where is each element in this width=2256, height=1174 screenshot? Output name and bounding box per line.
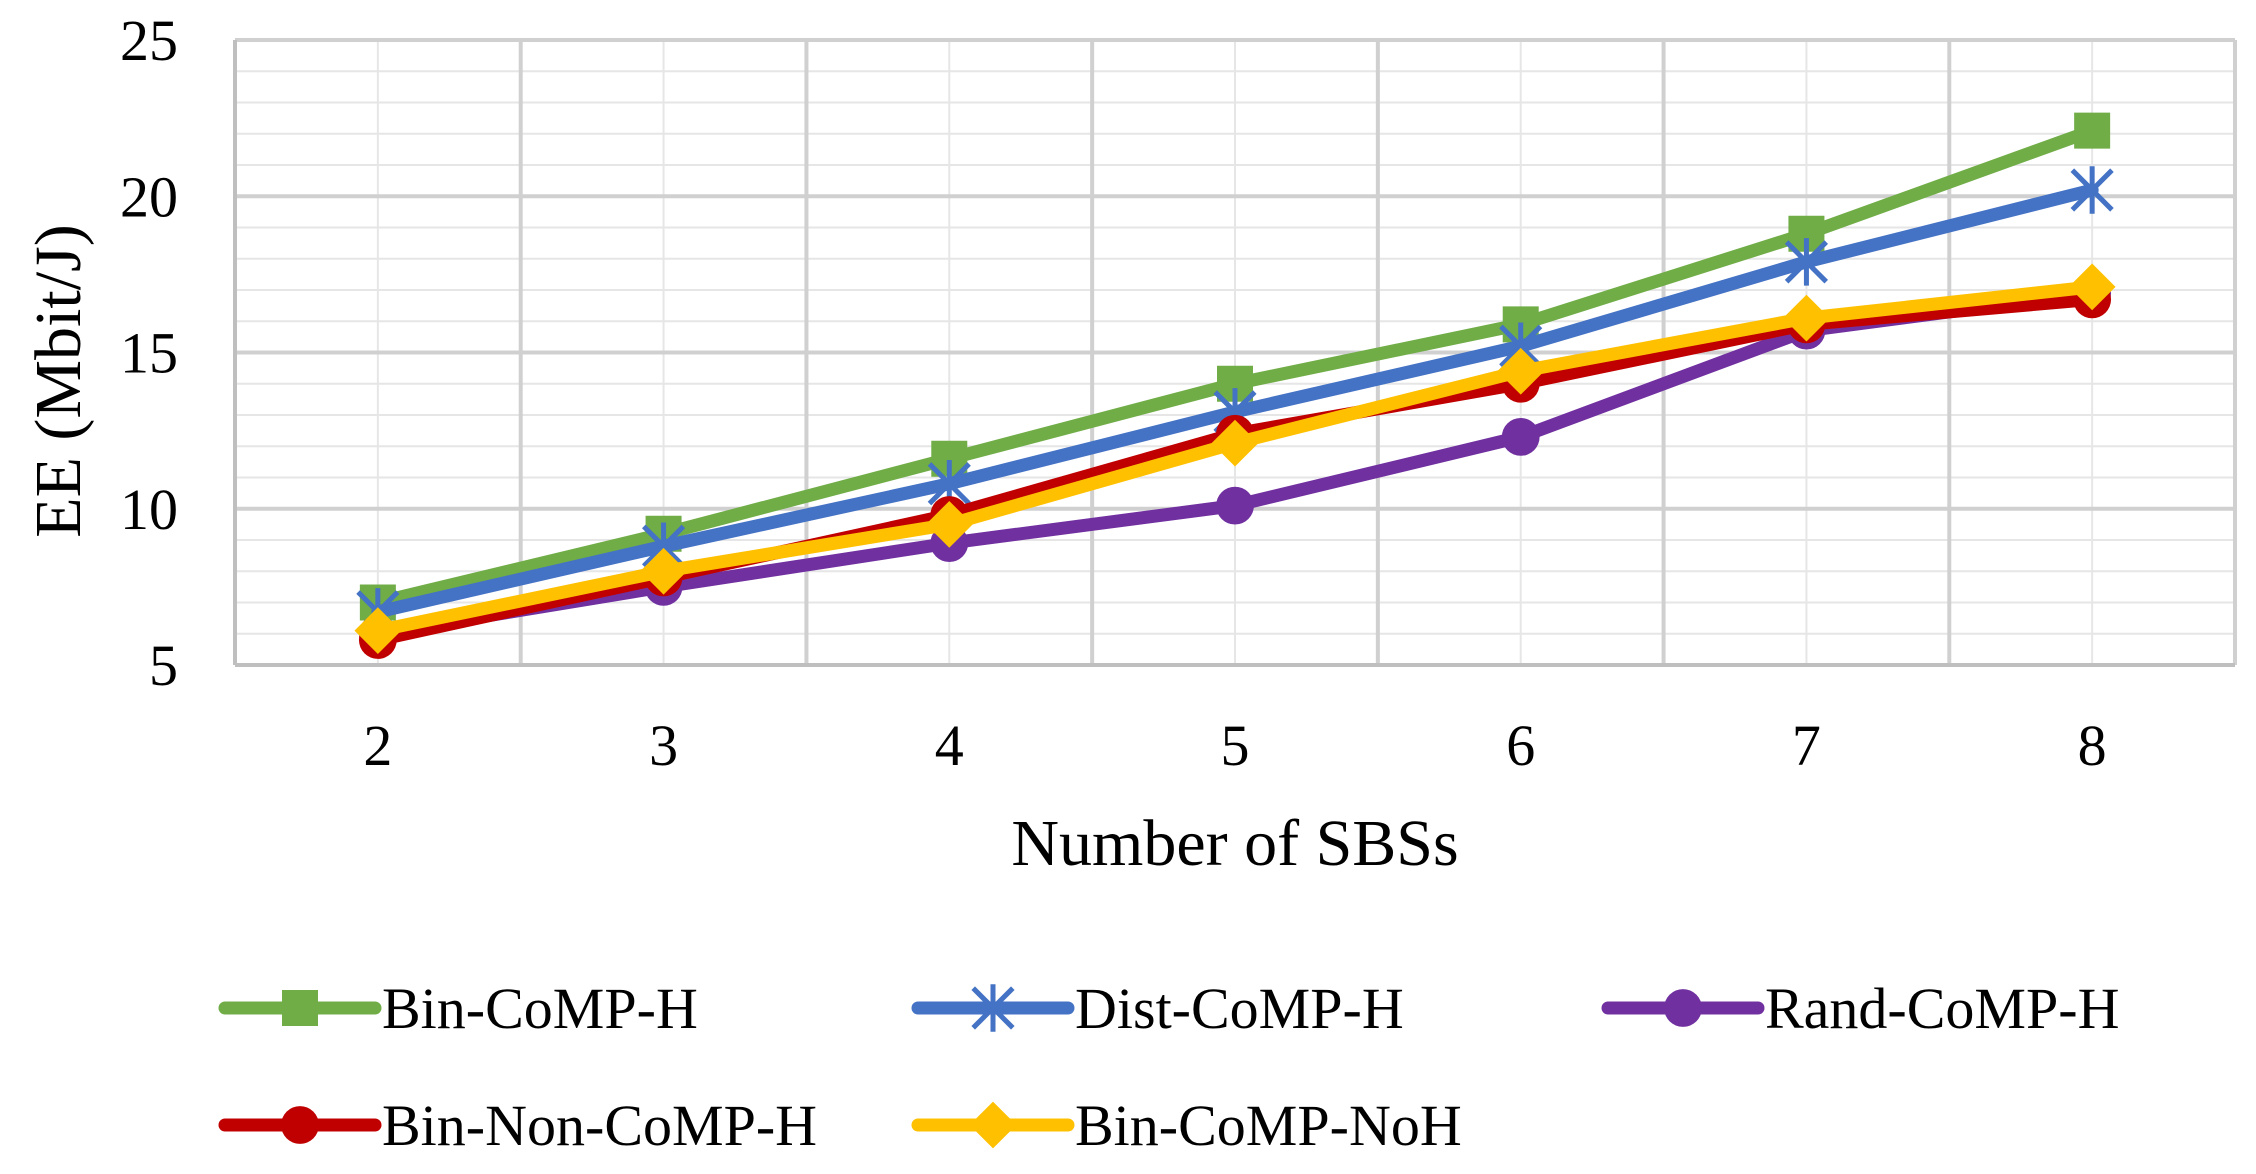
marker-asterisk xyxy=(1784,238,1828,286)
legend-label: Bin-CoMP-NoH xyxy=(1075,1093,1462,1158)
marker-diamond xyxy=(1783,294,1830,342)
marker-square xyxy=(282,990,318,1026)
marker-diamond xyxy=(969,1101,1017,1149)
legend-item: Bin-CoMP-H xyxy=(218,976,698,1041)
legend-item: Bin-CoMP-NoH xyxy=(911,1093,1462,1158)
y-tick-label: 25 xyxy=(120,8,178,73)
legend: Bin-CoMP-H Dist-CoMP-H Rand-CoMP-H Bin-Non-… xyxy=(218,976,2119,1158)
y-tick-label: 20 xyxy=(120,164,178,229)
marker-diamond xyxy=(1497,347,1545,395)
legend-label: Dist-CoMP-H xyxy=(1075,976,1404,1041)
marker-diamond xyxy=(354,607,402,655)
x-axis-title: Number of SBSs xyxy=(1011,807,1458,880)
axes xyxy=(233,40,2235,667)
marker-diamond xyxy=(925,500,973,548)
y-axis-title: EE (Mbit/J) xyxy=(22,224,95,537)
x-tick-label: 7 xyxy=(1792,713,1821,778)
legend-item: Dist-CoMP-H xyxy=(911,976,1404,1041)
y-tick-label: 15 xyxy=(120,321,178,386)
marker-circle xyxy=(281,1106,319,1144)
x-tick-label: 5 xyxy=(1221,713,1250,778)
series-group xyxy=(354,112,2116,659)
legend-label: Bin-CoMP-H xyxy=(382,976,698,1041)
x-tick-label: 3 xyxy=(649,713,678,778)
y-tick-label: 5 xyxy=(149,633,178,698)
legend-item: Bin-Non-CoMP-H xyxy=(218,1093,817,1158)
x-tick-label: 6 xyxy=(1506,713,1535,778)
tick-labels: 5 10 15 20 25 2 3 4 5 6 7 8 xyxy=(120,8,2107,778)
x-tick-label: 4 xyxy=(935,713,964,778)
marker-asterisk xyxy=(2070,166,2114,214)
x-tick-label: 2 xyxy=(363,713,392,778)
marker-square xyxy=(2074,112,2111,149)
legend-label: Rand-CoMP-H xyxy=(1765,976,2119,1041)
marker-circle xyxy=(1664,989,1702,1027)
x-tick-label: 8 xyxy=(2078,713,2107,778)
series-bin-comp-noh xyxy=(354,263,2116,655)
marker-diamond xyxy=(640,547,687,595)
marker-asterisk xyxy=(971,984,1015,1032)
marker-diamond xyxy=(1211,419,1259,467)
marker-circle xyxy=(1501,417,1540,456)
series-dist-comp-h xyxy=(356,166,2114,636)
legend-label: Bin-Non-CoMP-H xyxy=(382,1093,817,1158)
legend-item: Rand-CoMP-H xyxy=(1601,976,2119,1041)
y-tick-label: 10 xyxy=(120,477,178,542)
marker-circle xyxy=(1216,486,1254,525)
marker-diamond xyxy=(2068,263,2116,311)
